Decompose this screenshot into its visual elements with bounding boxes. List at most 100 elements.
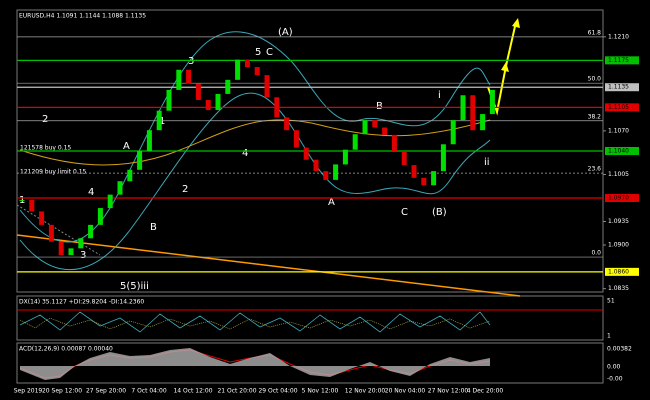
y-tick-label: 1.0935 bbox=[608, 218, 629, 225]
macd-axis-label: 0.00382 bbox=[607, 346, 632, 353]
candle bbox=[205, 99, 211, 111]
candle bbox=[254, 67, 260, 76]
candle bbox=[88, 224, 94, 239]
x-tick-label: 29 Oct 04:00 bbox=[258, 388, 297, 395]
candle bbox=[195, 83, 201, 100]
adx-title: DX(14) 35.1127 +DI:29.8204 -DI:14.2360 bbox=[19, 299, 144, 306]
price-box-label: 1.1105 bbox=[608, 104, 629, 111]
wave-label: B bbox=[376, 101, 383, 112]
wave-label: 2 bbox=[42, 114, 48, 125]
candle bbox=[19, 200, 25, 202]
candle bbox=[352, 134, 358, 150]
candle bbox=[137, 151, 143, 170]
wave-label: A bbox=[123, 141, 130, 152]
x-tick-label: 14 Oct 12:00 bbox=[173, 388, 212, 395]
wave-label: 4 bbox=[88, 187, 94, 198]
wave-label: (A) bbox=[278, 27, 293, 38]
wave-label: 2 bbox=[182, 184, 188, 195]
candle bbox=[460, 95, 466, 121]
adx-panel bbox=[16, 295, 604, 341]
price-box-label: 1.1040 bbox=[608, 148, 629, 155]
arrow-head bbox=[501, 18, 520, 72]
wave-label: 4 bbox=[242, 148, 248, 159]
wave-label: (B) bbox=[432, 207, 447, 218]
wave-label: i bbox=[438, 90, 441, 101]
fib-label: 38.2 bbox=[588, 113, 602, 120]
candle bbox=[480, 114, 486, 131]
price-box-label: 1.1135 bbox=[608, 84, 629, 91]
adx-axis-label: 1 bbox=[607, 333, 611, 340]
x-tick-label: 27 Nov 12:00 bbox=[428, 388, 469, 395]
x-tick-label: 4 Dec 20:00 bbox=[467, 388, 504, 395]
candle bbox=[342, 149, 348, 165]
candle bbox=[333, 164, 339, 180]
candle bbox=[97, 208, 103, 225]
candle bbox=[156, 110, 162, 131]
macd-axis-label: -0.00 bbox=[607, 376, 623, 383]
wave-label: 5(5)iii bbox=[120, 281, 149, 292]
wave-label: C bbox=[266, 47, 273, 58]
candle bbox=[411, 165, 417, 178]
candle bbox=[362, 120, 368, 135]
wave-label: 3 bbox=[80, 250, 86, 261]
candle bbox=[470, 95, 476, 131]
candle bbox=[48, 224, 54, 242]
macd-title: ACD(12,26,9) 0.00087 0.00040 bbox=[19, 346, 113, 353]
trend-line bbox=[16, 204, 101, 256]
price-box bbox=[605, 267, 639, 276]
candle bbox=[68, 248, 74, 256]
fib-label: 50.0 bbox=[588, 76, 602, 83]
candle bbox=[225, 79, 231, 94]
macd-axis-label: 0.00 bbox=[607, 364, 621, 371]
moving-average bbox=[19, 119, 491, 166]
candle bbox=[284, 117, 290, 131]
wave-label: A bbox=[328, 197, 335, 208]
x-tick-label: 21 Oct 20:00 bbox=[217, 388, 256, 395]
candle bbox=[372, 120, 378, 128]
trend-line bbox=[16, 234, 521, 297]
fib-label: 23.6 bbox=[588, 166, 602, 173]
candle bbox=[382, 127, 388, 135]
candle bbox=[29, 200, 35, 212]
adx-axis-label: 51 bbox=[607, 298, 615, 305]
x-tick-label: 27 Sep 20:00 bbox=[86, 388, 126, 395]
candle bbox=[166, 89, 172, 111]
price-box-label: 1.0970 bbox=[608, 195, 629, 202]
y-tick-label: 1.1005 bbox=[608, 171, 629, 178]
price-box bbox=[605, 103, 639, 112]
candle bbox=[264, 75, 270, 98]
x-tick-label: 20 Sep 12:00 bbox=[42, 388, 82, 395]
candle bbox=[323, 171, 329, 180]
y-tick-label: 1.1210 bbox=[608, 33, 629, 40]
candle bbox=[176, 69, 182, 90]
price-box bbox=[605, 147, 639, 155]
candle bbox=[107, 194, 113, 209]
di-lines bbox=[19, 317, 491, 330]
macd-histogram bbox=[20, 348, 490, 380]
wave-label: C bbox=[401, 207, 408, 218]
candle bbox=[274, 97, 280, 118]
candle bbox=[39, 211, 45, 225]
x-tick-label: 20 Nov 04:00 bbox=[385, 388, 426, 395]
wave-label: B bbox=[150, 222, 157, 233]
wave-label: 5 bbox=[255, 47, 261, 58]
candle bbox=[421, 177, 427, 186]
symbol-header: EURUSD,H4 1.1091 1.1144 1.1088 1.1135 bbox=[19, 13, 146, 20]
y-tick-label: 1.0835 bbox=[608, 285, 629, 292]
order-label: 121209 buy limit 0.15 bbox=[20, 169, 87, 176]
fib-label: 0.0 bbox=[591, 250, 601, 257]
candle bbox=[146, 130, 152, 151]
wave-label: ii bbox=[484, 157, 490, 168]
price-box bbox=[605, 56, 639, 65]
price-box bbox=[605, 194, 639, 202]
candle bbox=[186, 69, 192, 84]
y-tick-label: 1.1070 bbox=[608, 127, 629, 134]
price-box bbox=[605, 83, 639, 92]
x-tick-label: 12 Nov 20:00 bbox=[345, 388, 386, 395]
x-tick-label: Sep 2019 bbox=[14, 388, 43, 395]
candle bbox=[313, 159, 319, 172]
y-tick-label: 1.0900 bbox=[608, 242, 629, 249]
wave-label: 1 bbox=[159, 116, 165, 127]
candle bbox=[215, 93, 221, 111]
